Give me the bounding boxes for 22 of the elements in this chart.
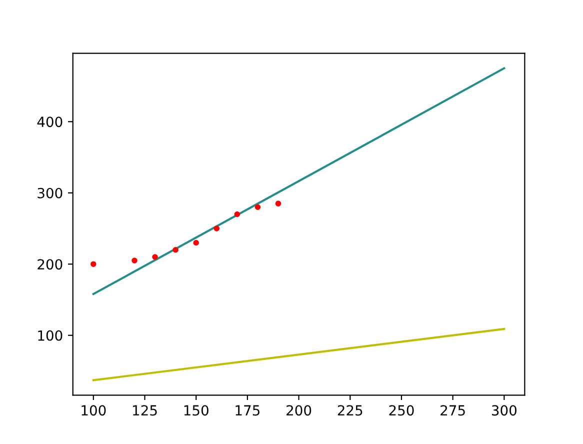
x-tick-label: 225 <box>338 405 362 416</box>
point <box>214 226 220 232</box>
x-tick-label: 150 <box>184 405 208 416</box>
point <box>90 261 96 267</box>
point <box>234 211 240 218</box>
x-tick-label: 300 <box>492 405 516 416</box>
point <box>254 204 261 210</box>
x-tick-label: 275 <box>440 405 465 416</box>
x-tick-label: 100 <box>82 405 106 416</box>
y-tick-label: 200 <box>38 259 62 270</box>
y-tick-label: 300 <box>38 188 62 198</box>
point <box>193 240 199 246</box>
x-tick-label: 200 <box>286 405 312 416</box>
y-tick-label: 100 <box>38 330 62 341</box>
point <box>152 254 158 260</box>
point <box>275 200 282 206</box>
point <box>172 246 178 253</box>
x-tick-label: 175 <box>236 405 260 416</box>
y-tick-label: 400 <box>37 116 62 128</box>
point <box>132 258 138 264</box>
x-tick-label: 125 <box>133 405 157 416</box>
x-tick-label: 250 <box>389 405 414 416</box>
